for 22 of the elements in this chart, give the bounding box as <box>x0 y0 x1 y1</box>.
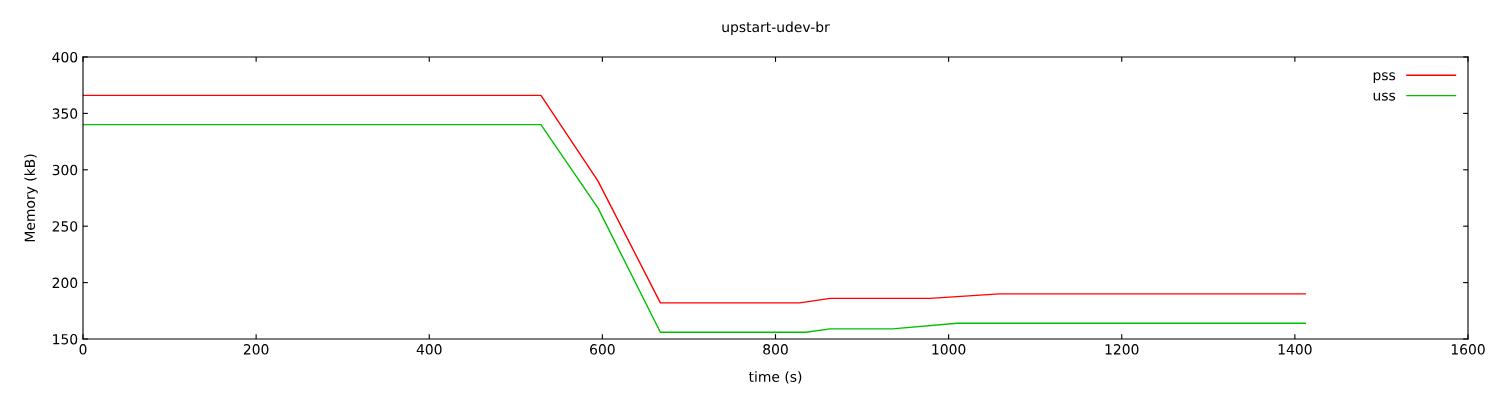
line-series <box>83 94 1306 304</box>
y-axis-title: Memory (kB) <box>24 154 38 242</box>
x-tick-label: 1600 <box>1451 344 1485 355</box>
y-tick-label: 150 <box>53 333 78 345</box>
legend-label: uss <box>1373 92 1396 101</box>
x-tick-label: 1400 <box>1278 344 1312 355</box>
legend-label: pss <box>1373 72 1396 83</box>
x-tick-label: 200 <box>243 344 269 355</box>
y-tick-label: 200 <box>52 277 78 289</box>
x-tick-label: 600 <box>590 344 615 355</box>
y-tick-label: 400 <box>52 51 78 63</box>
x-tick-label: 400 <box>416 344 442 355</box>
y-tick-label: 250 <box>52 221 78 232</box>
x-tick-label: 1200 <box>1105 344 1139 355</box>
x-tick-label: 0 <box>79 344 87 355</box>
chart-title: upstart-udev-br <box>722 21 830 35</box>
x-tick-label: 1000 <box>932 344 966 355</box>
x-axis-title: time (s) <box>748 371 802 384</box>
x-tick-label: 800 <box>763 344 788 355</box>
y-tick-label: 300 <box>52 164 78 176</box>
y-tick-label: 350 <box>52 108 78 119</box>
line-series <box>83 123 1306 333</box>
